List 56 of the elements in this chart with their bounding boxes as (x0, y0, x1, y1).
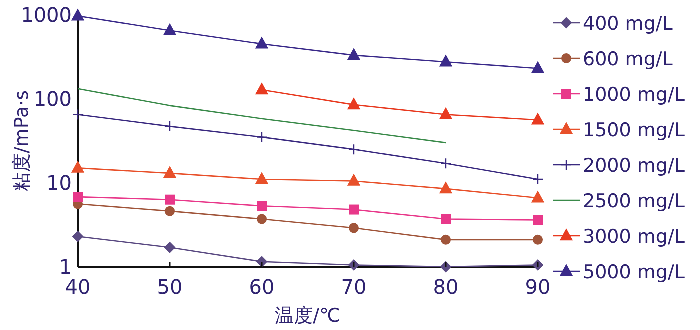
point (533, 215, 543, 226)
point (349, 223, 359, 234)
legend-label: 1000 mg/L (583, 84, 686, 106)
legend-label: 5000 mg/L (583, 262, 686, 284)
x-tick-label: 60 (249, 275, 275, 299)
point (348, 144, 360, 156)
y-axis-title: 粘度/mPa·s (11, 90, 33, 192)
point (533, 234, 543, 245)
point (257, 201, 267, 212)
legend-label: 600 mg/L (583, 48, 674, 70)
point (440, 158, 452, 170)
point (441, 214, 451, 224)
point (257, 214, 267, 224)
point (164, 24, 176, 36)
point (532, 114, 544, 125)
point (349, 204, 359, 215)
legend-label: 2500 mg/L (583, 190, 686, 212)
point (256, 132, 268, 143)
point (532, 192, 544, 203)
point (164, 120, 176, 132)
y-tick-label: 1000 (21, 3, 72, 27)
legend-label: 2000 mg/L (583, 155, 686, 177)
point (256, 83, 268, 95)
point (348, 98, 360, 110)
x-axis-title: 温度/℃ (275, 305, 341, 327)
legend-label: 1500 mg/L (583, 120, 686, 142)
point (440, 182, 452, 194)
point (532, 174, 544, 186)
point (440, 108, 452, 120)
point (532, 62, 544, 74)
point (440, 262, 452, 272)
point (348, 48, 360, 60)
y-tick-label: 10 (46, 171, 72, 195)
point (256, 256, 268, 268)
x-tick-label: 80 (433, 275, 459, 299)
point (164, 166, 176, 178)
y-tick-label: 100 (34, 87, 72, 111)
point (73, 192, 83, 202)
legend-label: 3000 mg/L (583, 226, 686, 248)
point (440, 55, 452, 67)
point (256, 172, 268, 184)
point (256, 37, 268, 49)
point (72, 231, 84, 242)
point (165, 194, 175, 205)
x-tick-label: 70 (341, 275, 367, 299)
point (72, 162, 84, 173)
line-series (77, 88, 447, 144)
point (164, 242, 176, 254)
point (72, 109, 84, 120)
legend-label: 400 mg/L (583, 13, 674, 35)
point (72, 9, 84, 21)
x-tick-label: 50 (157, 275, 183, 299)
x-tick-label: 90 (525, 275, 551, 299)
point (348, 174, 360, 186)
point (165, 206, 175, 216)
point (441, 234, 451, 245)
